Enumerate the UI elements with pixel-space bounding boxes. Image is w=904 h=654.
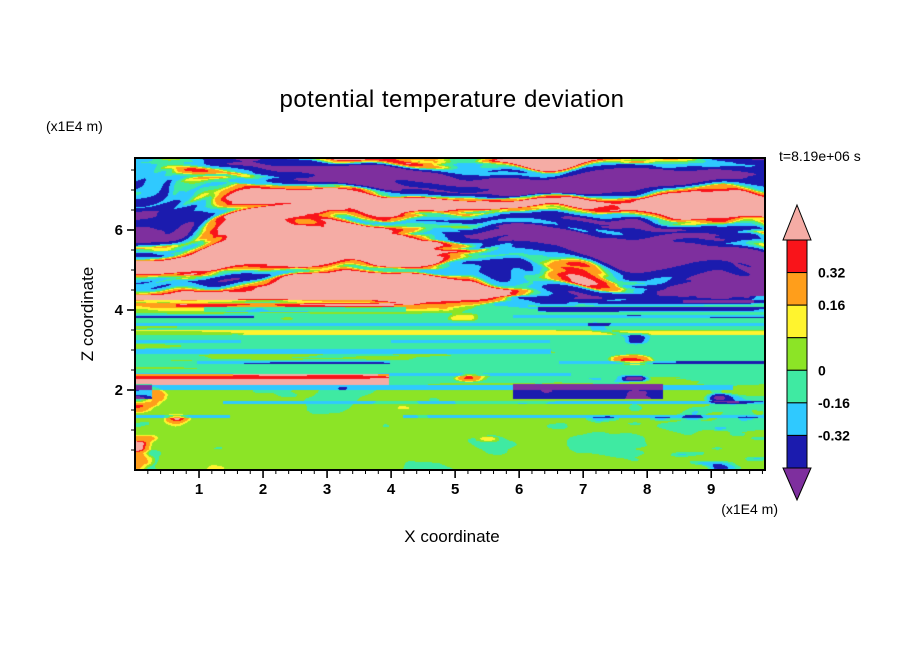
colorbar-band-yellow-green	[786, 337, 808, 371]
colorbar-band-orange	[786, 272, 808, 306]
colorbar-tick-label: 0.16	[818, 297, 845, 313]
x-tick-label: 6	[515, 481, 523, 498]
y-tick-label: 2	[115, 382, 123, 399]
y-tick-label: 4	[115, 302, 124, 319]
colorbar-tick-label: 0.32	[818, 265, 845, 281]
chart-title: potential temperature deviation	[279, 86, 625, 113]
x-tick-label: 2	[259, 481, 267, 498]
x-tick-label: 3	[323, 481, 331, 498]
y-axis-title: Z coordinate	[78, 266, 97, 362]
colorbar-band-spring-green	[786, 369, 808, 404]
x-axis-title: X coordinate	[404, 527, 500, 546]
colorbar-tick-label: 0	[818, 362, 826, 378]
time-annotation: t=8.19e+06 s	[779, 148, 861, 164]
y-axis-unit-label: (x1E4 m)	[46, 118, 103, 134]
contour-field	[135, 158, 765, 470]
x-tick-label: 9	[707, 481, 715, 498]
colorbar-tick-label: -0.16	[818, 395, 850, 411]
colorbar-band-red	[786, 239, 808, 274]
colorbar-band-cyan	[786, 402, 808, 436]
colorbar-under-arrow	[782, 467, 812, 502]
x-tick-label: 4	[387, 481, 396, 498]
y-tick-label: 6	[115, 222, 123, 239]
x-tick-label: 5	[451, 481, 459, 498]
x-tick-label: 8	[643, 481, 651, 498]
x-tick-label: 1	[195, 481, 203, 498]
x-axis-unit-label: (x1E4 m)	[721, 501, 778, 517]
colorbar-band-yellow	[786, 304, 808, 339]
colorbar-band-dark-blue	[786, 434, 808, 469]
x-tick-label: 7	[579, 481, 587, 498]
colorbar-over-arrow	[782, 203, 812, 241]
colorbar-tick-label: -0.32	[818, 427, 850, 443]
